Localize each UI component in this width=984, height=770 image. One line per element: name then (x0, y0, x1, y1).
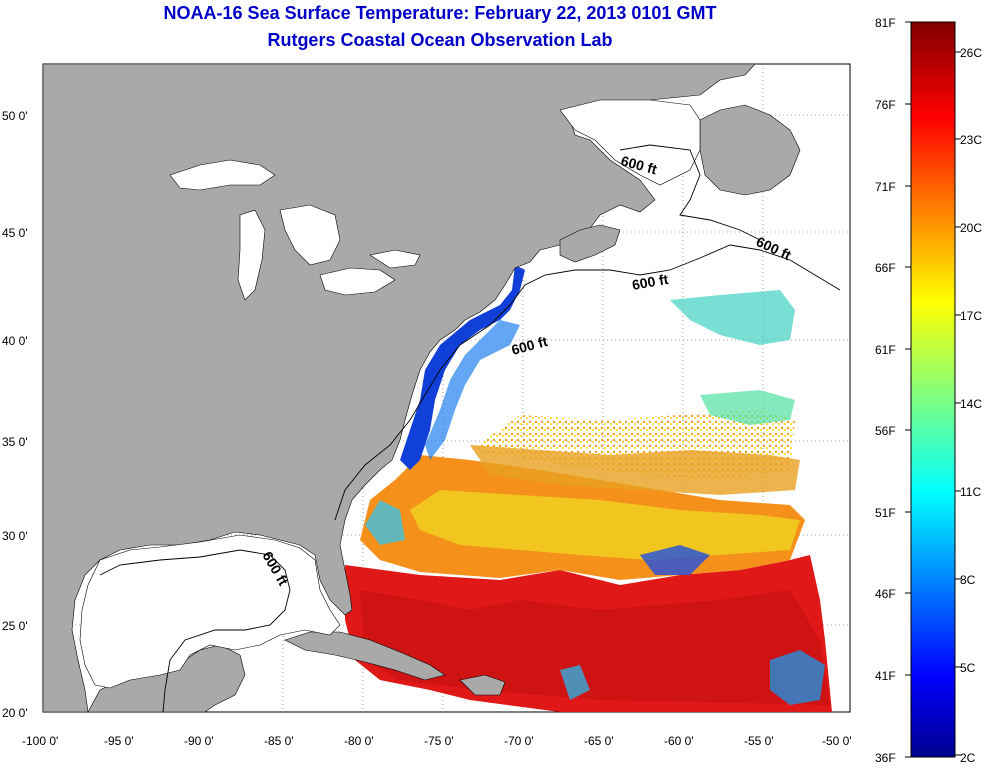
colorbar-f-label: 76F (875, 98, 896, 112)
colorbar-f-label: 36F (875, 751, 896, 765)
north-america-land (42, 63, 756, 713)
colorbar-f-label: 61F (875, 343, 896, 357)
lon-tick: -65 0' (584, 734, 614, 748)
lat-tick-labels: 50 0' 45 0' 40 0' 35 0' 30 0' 25 0' 20 0… (2, 109, 28, 720)
colorbar-c-label: 17C (960, 309, 982, 323)
lat-tick: 35 0' (2, 435, 28, 449)
lat-tick: 20 0' (2, 706, 28, 720)
lon-tick: -70 0' (504, 734, 534, 748)
great-lakes (79, 99, 701, 689)
lat-tick: 40 0' (2, 334, 28, 348)
colorbar: 81F 76F 71F 66F 61F 56F 51F 46F 41F 36F … (875, 16, 982, 765)
lon-tick: -60 0' (664, 734, 694, 748)
newfoundland-land (699, 104, 801, 196)
colorbar-c-label: 5C (960, 661, 976, 675)
lat-tick: 45 0' (2, 226, 28, 240)
cuba-land (284, 631, 446, 681)
nova-scotia-land (559, 224, 621, 263)
lon-tick: -85 0' (264, 734, 294, 748)
colorbar-f-label: 41F (875, 669, 896, 683)
contour-label: 600 ft (631, 271, 670, 293)
colorbar-f-label: 51F (875, 506, 896, 520)
colorbar-f-label: 46F (875, 587, 896, 601)
hispaniola-land (459, 674, 506, 696)
lon-tick: -50 0' (822, 734, 852, 748)
lon-tick: -75 0' (424, 734, 454, 748)
600ft-contour (99, 144, 841, 713)
colorbar-c-label: 26C (960, 46, 982, 60)
colorbar-c-label: 14C (960, 397, 982, 411)
colorbar-f-label: 56F (875, 424, 896, 438)
colorbar-c-label: 20C (960, 221, 982, 235)
colorbar-c-label: 2C (960, 751, 976, 765)
lon-tick-labels: -100 0' -95 0' -90 0' -85 0' -80 0' -75 … (22, 734, 852, 748)
lon-tick: -80 0' (344, 734, 374, 748)
colorbar-c-label: 23C (960, 133, 982, 147)
lon-tick: -100 0' (22, 734, 58, 748)
lat-tick: 30 0' (2, 529, 28, 543)
colorbar-f-label: 66F (875, 261, 896, 275)
colorbar-c-label: 8C (960, 573, 976, 587)
colorbar-c-label: 11C (960, 485, 981, 499)
colorbar-gradient (910, 21, 956, 758)
lat-tick: 25 0' (2, 619, 28, 633)
lat-tick: 50 0' (2, 109, 28, 123)
map-subtitle: Rutgers Coastal Ocean Observation Lab (267, 30, 613, 50)
lon-tick: -55 0' (744, 734, 774, 748)
lon-tick: -90 0' (184, 734, 214, 748)
colorbar-f-label: 71F (875, 180, 896, 194)
gulf-of-mexico (79, 534, 341, 689)
colorbar-f-label: 81F (875, 16, 896, 30)
map-title: NOAA-16 Sea Surface Temperature: Februar… (163, 3, 717, 23)
lon-tick: -95 0' (104, 734, 134, 748)
